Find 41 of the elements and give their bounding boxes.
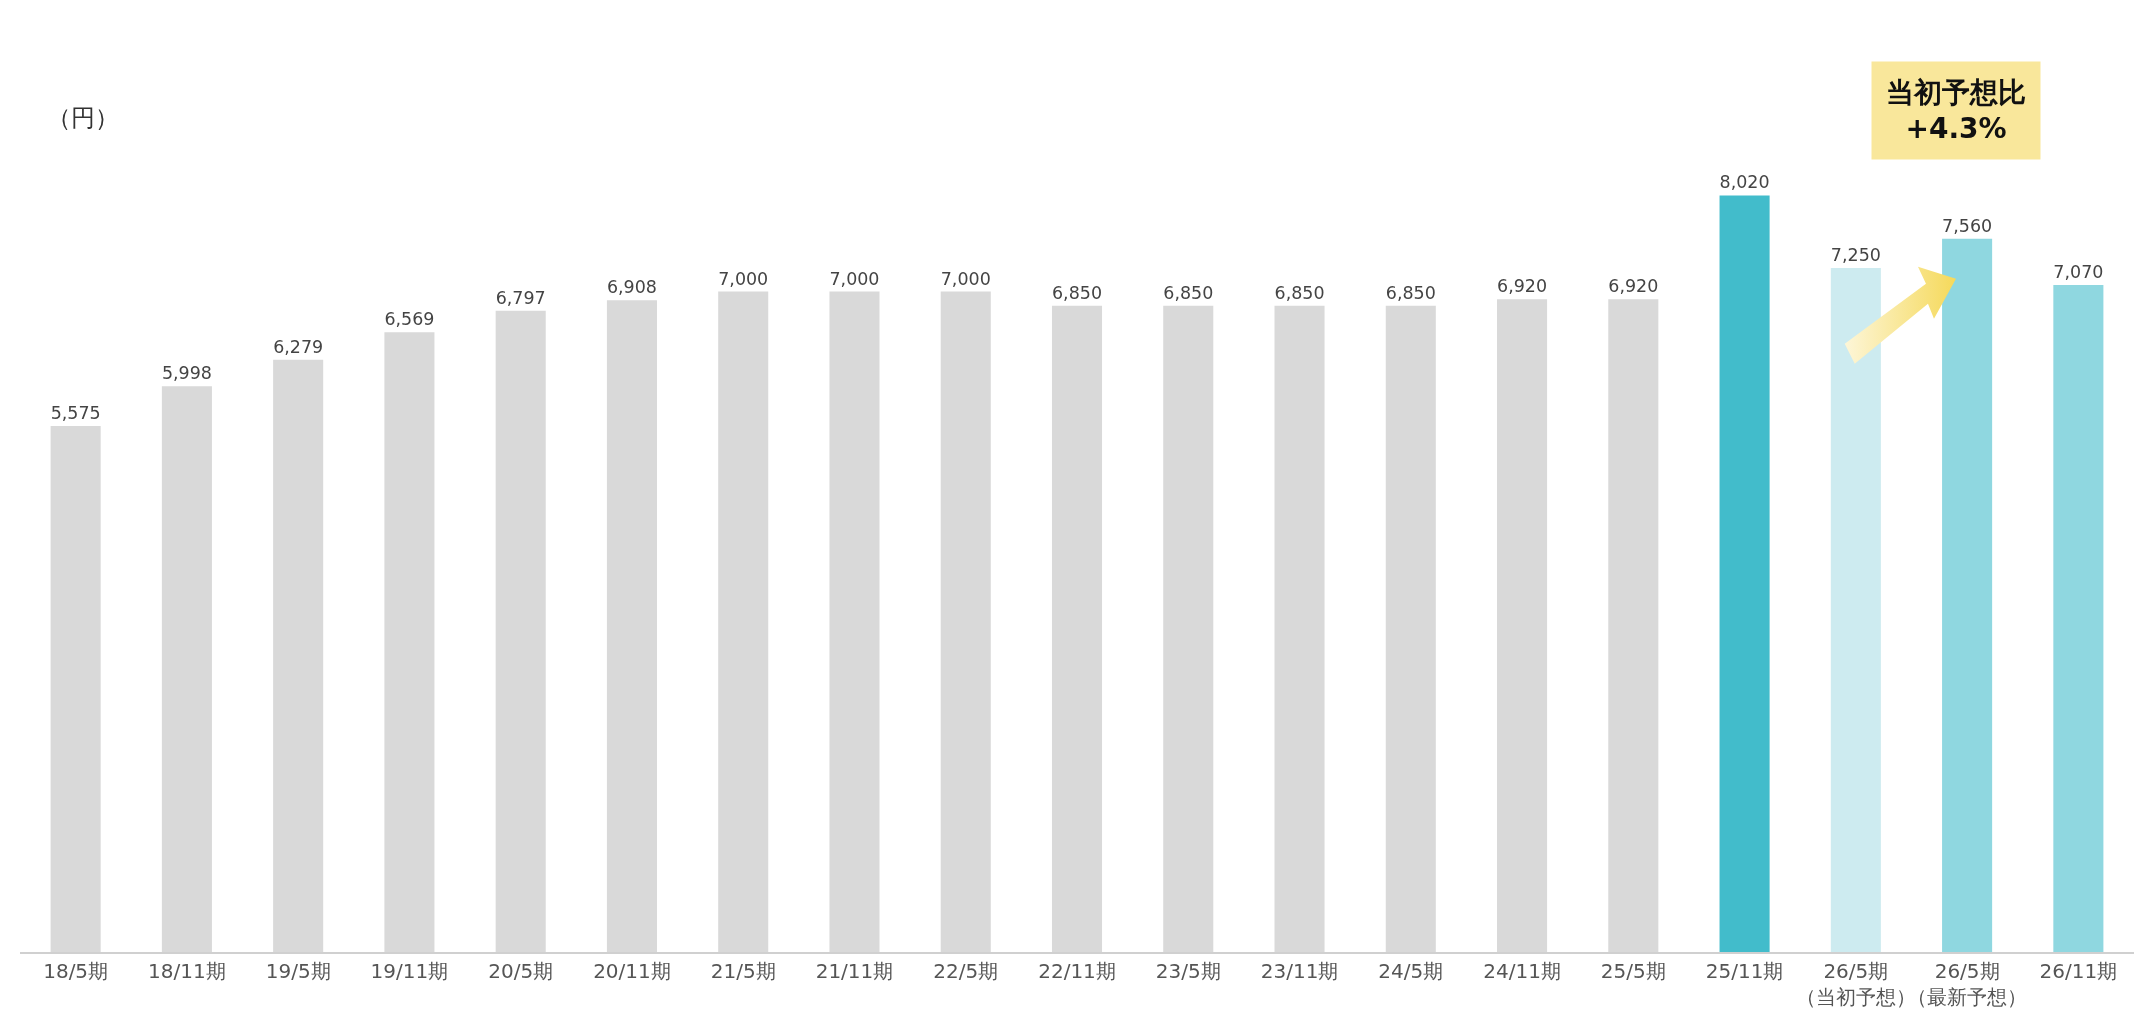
data-label: 7,560: [1942, 215, 1993, 236]
data-label: 6,920: [1608, 276, 1659, 297]
x-tick-label: 20/11期: [593, 959, 671, 983]
x-tick-label: 24/11期: [1483, 959, 1561, 983]
x-tick-label: 18/5期: [43, 959, 109, 983]
x-tick-label: 25/5期: [1600, 959, 1666, 983]
data-label: 6,797: [495, 287, 546, 308]
y-axis-title: （円）: [47, 104, 119, 132]
data-label: 6,569: [384, 309, 435, 330]
data-label: 5,575: [50, 403, 101, 424]
x-tick-label: 21/5期: [710, 959, 776, 983]
bar: [1719, 195, 1770, 952]
x-tick-label: 18/11期: [148, 959, 226, 983]
data-label: 7,000: [718, 268, 769, 289]
data-label: 7,000: [829, 268, 880, 289]
bar: [1942, 238, 1993, 952]
data-label: 6,850: [1385, 282, 1436, 303]
x-tick-label: 24/5期: [1378, 959, 1444, 983]
data-label: 6,850: [1274, 282, 1325, 303]
data-label: 6,850: [1051, 282, 1103, 303]
x-tick-label: 26/11期: [2039, 959, 2118, 983]
data-label: 7,250: [1830, 245, 1881, 265]
text: 当初予想比 +4.3%: [1886, 76, 2026, 146]
x-tick-label: 21/11期: [815, 959, 894, 983]
x-tick-label: 19/5期: [265, 959, 331, 983]
x-tick-label: 23/5期: [1155, 959, 1221, 983]
bar: [2053, 285, 2104, 952]
data-label: 6,850: [1163, 282, 1214, 303]
data-label: 5,998: [161, 363, 212, 384]
x-tick-label: 20/5期: [488, 959, 554, 983]
x-tick-label: 25/11期: [1705, 959, 1784, 983]
x-tick-label: 23/11期: [1260, 959, 1339, 983]
data-label: 6,279: [273, 336, 324, 357]
data-label: 6,920: [1497, 276, 1548, 297]
x-tick-label: 22/11期: [1038, 959, 1116, 983]
x-tick-label: 19/11期: [370, 959, 449, 983]
data-label: 7,000: [940, 268, 991, 289]
data-label: 7,070: [2053, 261, 2104, 282]
data-label: 6,908: [606, 277, 657, 298]
data-label: 8,020: [1719, 172, 1770, 193]
x-tick-label: 22/5期: [933, 959, 999, 983]
